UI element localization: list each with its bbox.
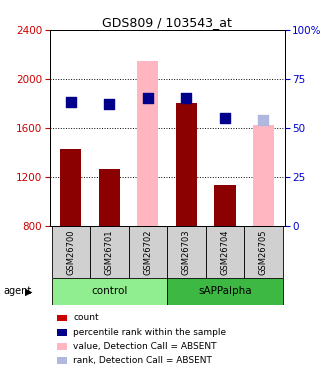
Bar (129, 226, 167, 278)
Text: rank, Detection Call = ABSENT: rank, Detection Call = ABSENT (73, 356, 212, 365)
Bar (167, 226, 206, 278)
Point (184, 96, 189, 102)
Bar (52, 278, 167, 304)
Point (145, 96, 151, 102)
Bar (52, 226, 90, 278)
Text: GSM26705: GSM26705 (259, 229, 268, 274)
Bar (57, 357, 67, 364)
Text: control: control (91, 286, 127, 296)
Bar (253, 125, 274, 226)
Text: value, Detection Call = ABSENT: value, Detection Call = ABSENT (73, 342, 217, 351)
Bar (60, 148, 81, 226)
Text: GSM26702: GSM26702 (143, 229, 152, 274)
Bar (137, 61, 159, 226)
Point (261, 117, 266, 123)
Text: GSM26703: GSM26703 (182, 229, 191, 274)
Bar (99, 170, 120, 226)
Bar (57, 343, 67, 350)
Text: percentile rank within the sample: percentile rank within the sample (73, 328, 226, 337)
Text: GSM26704: GSM26704 (220, 229, 229, 274)
Title: GDS809 / 103543_at: GDS809 / 103543_at (102, 16, 232, 29)
Bar (176, 104, 197, 226)
Bar (57, 328, 67, 336)
Bar (244, 226, 283, 278)
Bar (214, 185, 236, 226)
Text: agent: agent (3, 286, 31, 296)
Point (222, 115, 228, 121)
Bar (57, 315, 67, 321)
Bar (206, 226, 244, 278)
Bar (90, 226, 129, 278)
Text: count: count (73, 314, 99, 322)
Point (68, 99, 73, 105)
Text: sAPPalpha: sAPPalpha (198, 286, 252, 296)
Text: GSM26701: GSM26701 (105, 229, 114, 274)
Text: GSM26700: GSM26700 (66, 229, 75, 274)
Point (107, 101, 112, 107)
Text: ▶: ▶ (25, 286, 33, 296)
Bar (167, 278, 283, 304)
